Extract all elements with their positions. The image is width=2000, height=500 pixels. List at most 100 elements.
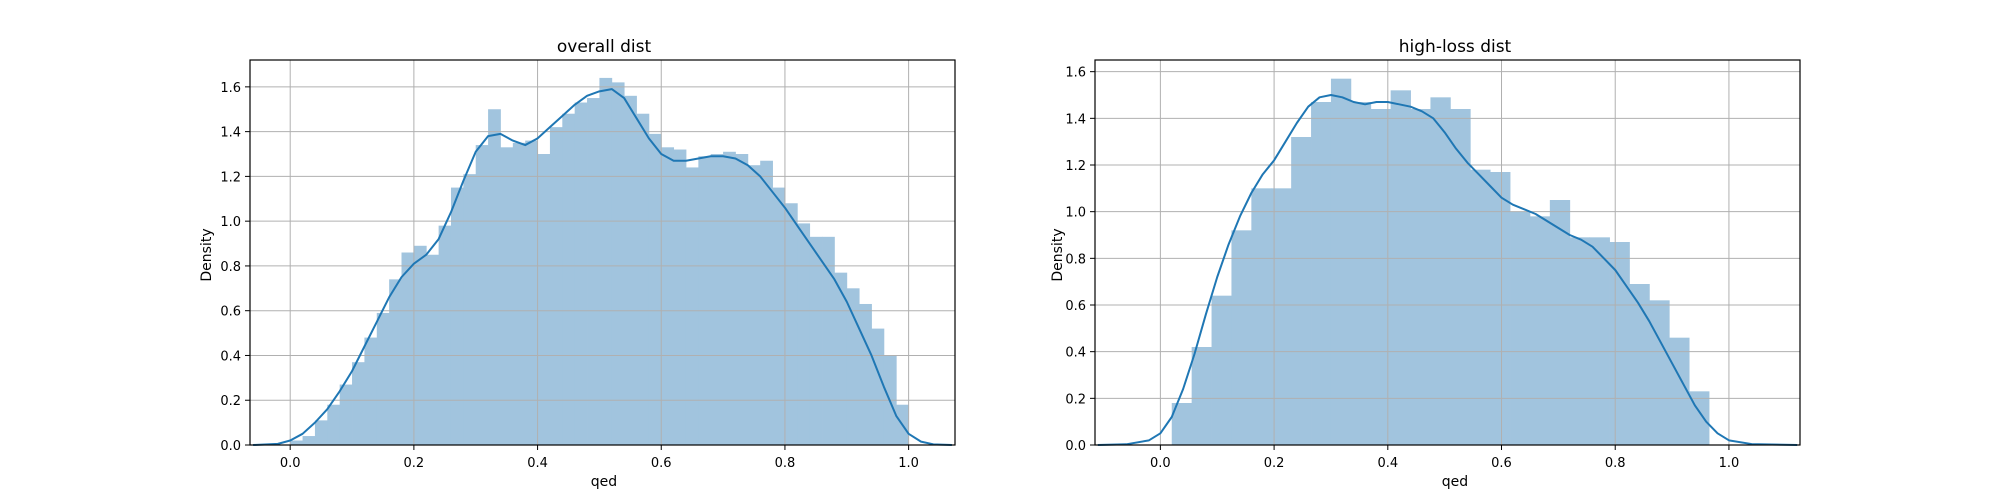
- chart-high-loss-dist: high-loss dist qed Density 0.0 0.2 0.4 0.6 0…: [1050, 37, 1801, 490]
- histogram-bar: [871, 328, 885, 445]
- histogram-bar: [1609, 242, 1630, 445]
- histogram-bar: [1311, 102, 1332, 445]
- y-tick-label: 0.0: [220, 439, 241, 454]
- histogram-bar: [846, 288, 860, 445]
- y-tick-label: 1.4: [1065, 112, 1086, 127]
- histogram-bar: [698, 156, 712, 445]
- histogram-bar: [302, 436, 316, 445]
- histogram-bar: [1510, 211, 1531, 445]
- histogram-bar: [1490, 172, 1511, 445]
- x-tick-label: 0.2: [1264, 456, 1285, 471]
- histogram-bar: [352, 362, 365, 445]
- x-tick-label: 0.0: [280, 456, 301, 471]
- histogram-bar: [1529, 216, 1551, 445]
- histogram-bar: [673, 149, 687, 445]
- histogram-bar: [1350, 102, 1372, 445]
- histogram-bar: [735, 154, 749, 445]
- histogram-bar: [797, 223, 811, 445]
- axes-frame: [249, 59, 956, 446]
- histogram-bar: [314, 420, 328, 445]
- histogram-bar: [463, 174, 477, 445]
- plot-area: 0.0 0.2 0.4 0.6 0.8 1.0 0.0 0.2 0.4 0.6 0.8 1.0 1.2 1…: [1065, 59, 1801, 471]
- histogram-bar: [1390, 90, 1411, 445]
- x-tick-label: 0.4: [527, 456, 548, 471]
- histogram-bar: [1629, 284, 1650, 445]
- histogram-bar: [389, 279, 402, 445]
- chart-overall-dist: overall dist qed Density 0.0 0.2 0.4 0.6 0.8…: [199, 37, 956, 490]
- histogram-bar: [822, 236, 835, 445]
- histogram-bar: [1231, 230, 1252, 445]
- histogram-bar: [685, 167, 699, 445]
- y-tick-label: 0.6: [220, 305, 241, 320]
- y-tick-label: 0.2: [1065, 392, 1086, 407]
- histogram-bar: [636, 113, 650, 445]
- x-axis-label: qed: [591, 474, 617, 490]
- histogram-bar: [1430, 97, 1451, 445]
- histogram-bar: [500, 147, 514, 446]
- plot-area: 0.0 0.2 0.4 0.6 0.8 1.0 0.0 0.2 0.4 0.6 0.8 1.0 1.2 1…: [220, 59, 956, 471]
- y-tick-label: 1.2: [220, 170, 241, 185]
- histogram-bar: [710, 154, 724, 445]
- histogram-bar: [599, 77, 613, 445]
- y-tick-label: 1.6: [1065, 66, 1086, 81]
- histogram-bar: [1589, 237, 1610, 445]
- histogram-bar: [562, 113, 576, 445]
- histogram-bar: [834, 272, 848, 445]
- kde-line: [253, 88, 952, 446]
- y-tick-label: 0.2: [220, 394, 241, 409]
- histogram-bar: [1410, 109, 1431, 445]
- histogram-bar: [772, 187, 786, 445]
- histogram-bar: [587, 98, 600, 446]
- y-tick-label: 0.6: [1065, 299, 1086, 314]
- histogram-bar: [1330, 78, 1352, 446]
- histogram-bar: [438, 225, 452, 445]
- histogram-bar: [1470, 169, 1491, 446]
- histogram-bar: [1549, 200, 1571, 445]
- histogram-bar: [648, 133, 662, 445]
- histogram-bar: [525, 140, 538, 445]
- axes-frame: [1094, 59, 1801, 446]
- kde-line: [1097, 94, 1798, 446]
- histogram-bar: [512, 142, 526, 445]
- histogram-bar: [611, 82, 625, 445]
- y-tick-label: 1.0: [1065, 206, 1086, 221]
- histogram-bar: [624, 95, 637, 445]
- histogram-bar: [376, 312, 390, 445]
- histogram-bar: [413, 245, 427, 445]
- histogram-bar: [537, 154, 551, 445]
- y-tick-label: 1.4: [220, 126, 241, 141]
- x-tick-label: 1.0: [898, 456, 919, 471]
- histogram-bar: [723, 151, 736, 445]
- x-tick-label: 1.0: [1719, 456, 1740, 471]
- y-tick-label: 0.8: [220, 260, 241, 275]
- histogram-bar: [1191, 347, 1212, 445]
- histogram-bar: [364, 337, 378, 445]
- x-tick-label: 0.4: [1377, 456, 1398, 471]
- x-tick-label: 0.6: [1491, 456, 1512, 471]
- histogram-bar: [574, 102, 588, 445]
- histogram-bar: [1171, 403, 1193, 445]
- chart-title: high-loss dist: [1399, 37, 1512, 57]
- histogram-bar: [784, 203, 798, 445]
- histogram-bar: [1251, 188, 1272, 445]
- histogram-bar: [401, 252, 415, 445]
- histogram-bar: [475, 145, 489, 445]
- histogram-bar: [809, 236, 823, 445]
- x-tick-label: 0.6: [651, 456, 672, 471]
- y-tick-label: 0.8: [1065, 252, 1086, 267]
- histogram-bar: [450, 187, 464, 445]
- histogram-bar: [1211, 295, 1232, 445]
- histogram-bar: [760, 160, 773, 446]
- histogram-bar: [661, 147, 675, 446]
- histogram-bar: [488, 109, 501, 446]
- y-tick-label: 0.4: [220, 349, 241, 364]
- histogram-bar: [859, 303, 872, 445]
- x-tick-label: 0.8: [775, 456, 796, 471]
- y-tick-label: 0.0: [1065, 439, 1086, 454]
- y-tick-label: 1.2: [1065, 159, 1086, 174]
- histogram-bar: [1669, 337, 1690, 445]
- y-tick-label: 1.0: [220, 215, 241, 230]
- x-tick-label: 0.8: [1605, 456, 1626, 471]
- histogram-bar: [339, 384, 353, 445]
